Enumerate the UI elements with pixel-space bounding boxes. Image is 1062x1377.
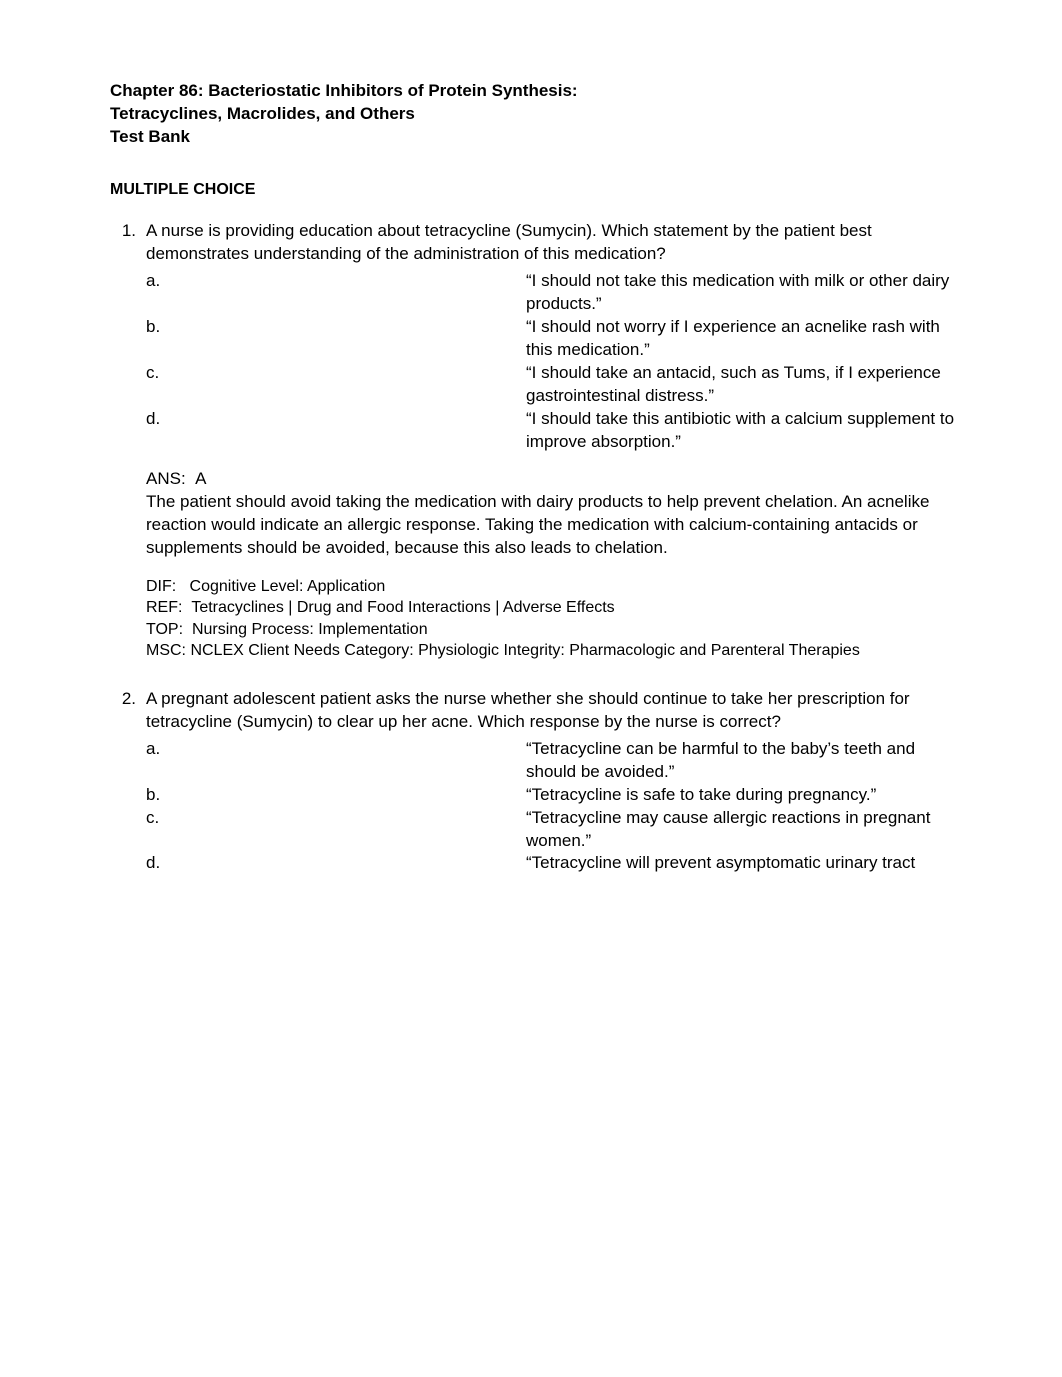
- option-row: a. “I should not take this medication wi…: [146, 270, 962, 316]
- option-letter: a.: [146, 738, 526, 784]
- option-text: “I should not take this medication with …: [526, 270, 962, 316]
- question-stem: A nurse is providing education about tet…: [146, 220, 962, 266]
- chapter-title-line1: Chapter 86: Bacteriostatic Inhibitors of…: [110, 80, 962, 103]
- option-text: “Tetracycline will prevent asymptomatic …: [526, 852, 962, 875]
- option-letter: d.: [146, 408, 526, 454]
- option-text: “I should not worry if I experience an a…: [526, 316, 962, 362]
- option-letter: b.: [146, 784, 526, 807]
- option-text: “I should take an antacid, such as Tums,…: [526, 362, 962, 408]
- option-row: b. “Tetracycline is safe to take during …: [146, 784, 962, 807]
- question-block: 1. A nurse is providing education about …: [110, 220, 962, 662]
- option-letter: b.: [146, 316, 526, 362]
- option-letter: c.: [146, 807, 526, 853]
- option-row: b. “I should not worry if I experience a…: [146, 316, 962, 362]
- meta-line: TOP: Nursing Process: Implementation: [146, 619, 962, 641]
- meta-line: DIF: Cognitive Level: Application: [146, 576, 962, 598]
- meta-line: MSC: NCLEX Client Needs Category: Physio…: [146, 640, 962, 662]
- question-block: 2. A pregnant adolescent patient asks th…: [110, 688, 962, 876]
- option-text: “I should take this antibiotic with a ca…: [526, 408, 962, 454]
- chapter-title: Chapter 86: Bacteriostatic Inhibitors of…: [110, 80, 962, 149]
- option-row: d. “Tetracycline will prevent asymptomat…: [146, 852, 962, 875]
- option-text: “Tetracycline is safe to take during pre…: [526, 784, 962, 807]
- option-letter: d.: [146, 852, 526, 875]
- option-row: c. “I should take an antacid, such as Tu…: [146, 362, 962, 408]
- question-row: 1. A nurse is providing education about …: [110, 220, 962, 266]
- question-stem: A pregnant adolescent patient asks the n…: [146, 688, 962, 734]
- options-list: a. “I should not take this medication wi…: [110, 270, 962, 454]
- question-row: 2. A pregnant adolescent patient asks th…: [110, 688, 962, 734]
- section-heading: MULTIPLE CHOICE: [110, 179, 962, 201]
- chapter-title-line2: Tetracyclines, Macrolides, and Others: [110, 103, 962, 126]
- question-number: 1.: [110, 220, 146, 266]
- option-row: d. “I should take this antibiotic with a…: [146, 408, 962, 454]
- meta-block: DIF: Cognitive Level: Application REF: T…: [110, 576, 962, 662]
- option-row: a. “Tetracycline can be harmful to the b…: [146, 738, 962, 784]
- option-letter: a.: [146, 270, 526, 316]
- meta-line: REF: Tetracyclines | Drug and Food Inter…: [146, 597, 962, 619]
- answer-rationale: The patient should avoid taking the medi…: [146, 491, 962, 560]
- option-text: “Tetracycline may cause allergic reactio…: [526, 807, 962, 853]
- options-list: a. “Tetracycline can be harmful to the b…: [110, 738, 962, 876]
- chapter-title-line3: Test Bank: [110, 126, 962, 149]
- question-number: 2.: [110, 688, 146, 734]
- answer-label: ANS: A: [146, 468, 962, 491]
- option-row: c. “Tetracycline may cause allergic reac…: [146, 807, 962, 853]
- option-letter: c.: [146, 362, 526, 408]
- option-text: “Tetracycline can be harmful to the baby…: [526, 738, 962, 784]
- answer-block: ANS: A The patient should avoid taking t…: [110, 468, 962, 560]
